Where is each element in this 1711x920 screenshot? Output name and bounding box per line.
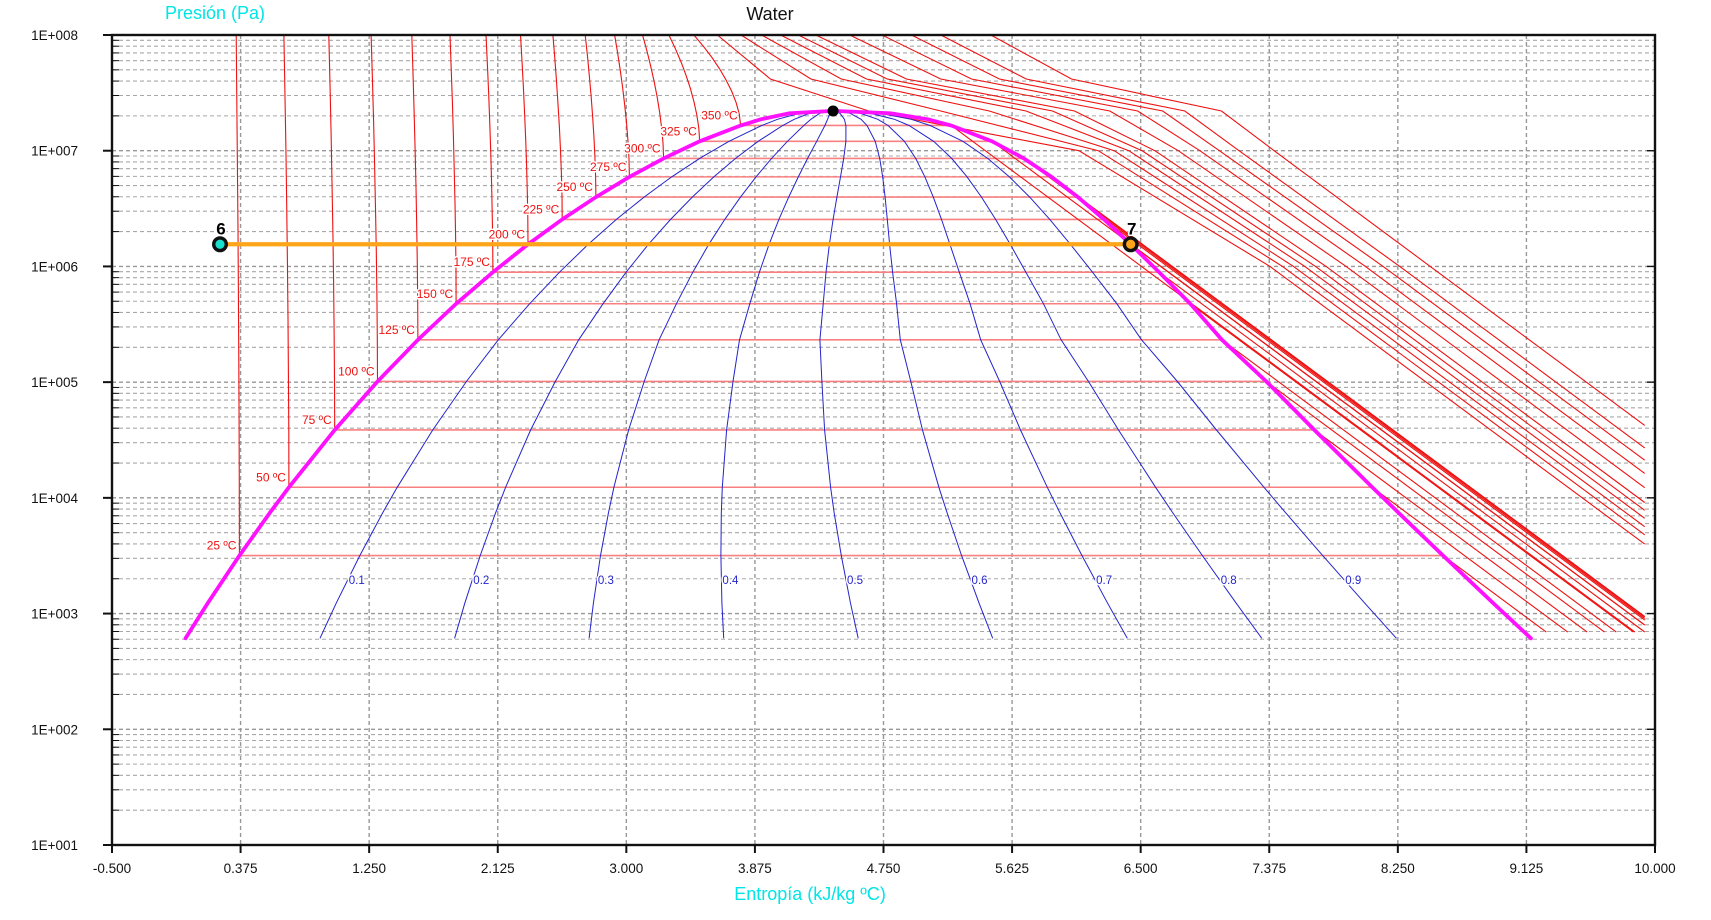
svg-text:2.125: 2.125 — [481, 861, 515, 876]
svg-text:0.1: 0.1 — [349, 575, 365, 587]
svg-text:-0.500: -0.500 — [93, 861, 131, 876]
svg-text:6: 6 — [216, 219, 225, 238]
y-axis-title: Presión (Pa) — [164, 3, 266, 23]
svg-text:7: 7 — [1127, 219, 1136, 238]
svg-text:5.625: 5.625 — [995, 861, 1029, 876]
state-marker-6[interactable] — [212, 236, 229, 253]
svg-text:3.875: 3.875 — [738, 861, 772, 876]
isotherm-labels: 25 ºC 50 ºC 75 ºC 100 ºC 125 ºC 150 ºC 175 ºC 2… — [205, 107, 739, 554]
svg-text:0.2: 0.2 — [473, 575, 489, 587]
svg-text:6.500: 6.500 — [1124, 861, 1158, 876]
svg-text:250 ºC: 250 ºC — [556, 180, 593, 194]
svg-text:150 ºC: 150 ºC — [417, 287, 454, 301]
svg-text:1E+005: 1E+005 — [31, 375, 78, 390]
svg-text:0.7: 0.7 — [1096, 575, 1112, 587]
svg-text:1E+007: 1E+007 — [31, 144, 78, 159]
svg-text:4.750: 4.750 — [867, 861, 901, 876]
svg-text:1E+003: 1E+003 — [31, 607, 78, 622]
svg-text:75 ºC: 75 ºC — [302, 413, 332, 427]
svg-text:9.125: 9.125 — [1510, 861, 1544, 876]
isotherm-saturation-segments — [239, 124, 1444, 557]
svg-text:0.3: 0.3 — [598, 575, 614, 587]
svg-text:200 ºC: 200 ºC — [489, 227, 526, 241]
svg-text:25 ºC: 25 ºC — [207, 539, 237, 553]
svg-text:1E+001: 1E+001 — [31, 838, 78, 853]
isotherms — [235, 34, 1646, 633]
svg-text:0.6: 0.6 — [972, 575, 988, 587]
svg-text:175 ºC: 175 ºC — [453, 255, 490, 269]
svg-text:1.250: 1.250 — [352, 861, 386, 876]
svg-text:10.000: 10.000 — [1634, 861, 1675, 876]
svg-text:325 ºC: 325 ºC — [660, 124, 697, 138]
quality-lines: 0.1 0.2 0.3 0.4 0.5 0.6 0.7 0.8 0.9 — [319, 110, 1397, 639]
svg-text:0.5: 0.5 — [847, 575, 863, 587]
svg-text:125 ºC: 125 ºC — [378, 323, 415, 337]
svg-text:8.250: 8.250 — [1381, 861, 1415, 876]
svg-text:1E+006: 1E+006 — [31, 259, 78, 274]
svg-text:275 ºC: 275 ºC — [590, 160, 627, 174]
state-marker-7[interactable] — [1122, 236, 1139, 253]
gridlines — [111, 34, 1656, 846]
axes: 1E+008 1E+007 1E+006 1E+005 1E+004 1E+003 1E+0… — [31, 28, 1676, 876]
svg-text:350 ºC: 350 ºC — [701, 108, 738, 122]
svg-text:225 ºC: 225 ºC — [523, 202, 560, 216]
saturation-dome — [183, 108, 1533, 641]
svg-text:0.8: 0.8 — [1221, 575, 1237, 587]
svg-text:7.375: 7.375 — [1252, 861, 1286, 876]
svg-text:0.9: 0.9 — [1345, 575, 1361, 587]
critical-point — [827, 105, 839, 117]
svg-text:0.4: 0.4 — [722, 575, 739, 587]
svg-text:0.375: 0.375 — [224, 861, 258, 876]
svg-text:100 ºC: 100 ºC — [338, 364, 375, 378]
svg-text:1E+008: 1E+008 — [31, 28, 78, 43]
x-axis-title: Entropía (kJ/kg ºC) — [734, 884, 886, 904]
svg-text:1E+002: 1E+002 — [31, 722, 78, 737]
svg-text:300 ºC: 300 ºC — [624, 141, 661, 155]
chart-title: Water — [746, 4, 794, 24]
svg-text:50 ºC: 50 ºC — [256, 470, 286, 484]
svg-text:3.000: 3.000 — [609, 861, 643, 876]
svg-text:1E+004: 1E+004 — [31, 491, 78, 506]
